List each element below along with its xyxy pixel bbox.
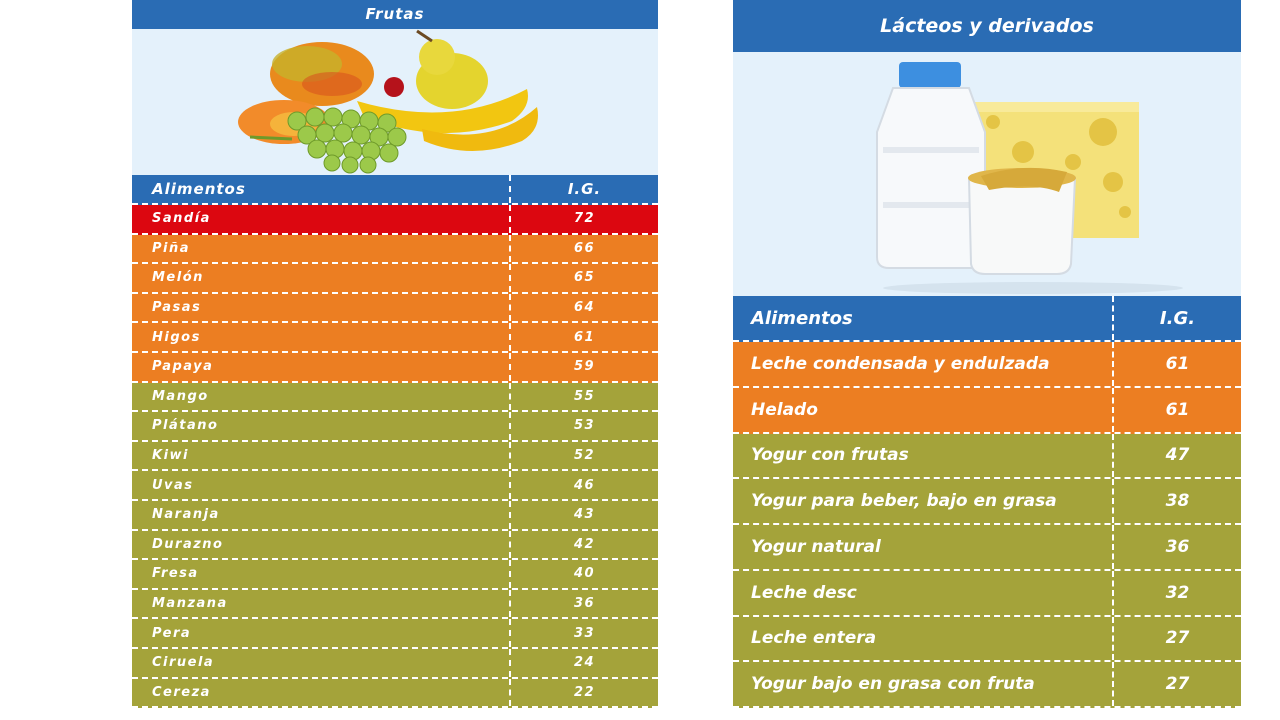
food-name: Yogur natural (733, 525, 1114, 569)
gi-value: 61 (1165, 399, 1190, 420)
gi-value: 59 (573, 359, 596, 375)
gi-value: 36 (1165, 536, 1190, 557)
table-row: Pera 33 (132, 619, 658, 649)
food-name: Yogur con frutas (733, 433, 1114, 478)
food-name: Melón (132, 264, 511, 292)
gi-value: 24 (573, 655, 596, 671)
dairy-illustration (876, 62, 1183, 294)
table-row: Sandía 72 (132, 205, 658, 235)
frutas-table-body: Sandía 72 Piña 66 Melón 65 Pasas 64 Higos 61 Papay… (132, 205, 658, 709)
food-name: Durazno (132, 530, 511, 559)
gi-value: 52 (573, 448, 596, 464)
table-row: Leche desc 32 (733, 570, 1241, 617)
gi-value: 32 (1165, 582, 1190, 603)
food-name: Yogur para beber, bajo en grasa (733, 479, 1114, 523)
lacteos-table-header: Alimentos I.G. (733, 296, 1241, 342)
food-name: Leche entera (733, 616, 1114, 661)
table-row: Durazno 42 (132, 530, 658, 561)
gi-value: 53 (573, 418, 596, 434)
table-row: Uvas 46 (132, 471, 658, 501)
food-name: Yogur bajo en grasa con fruta (733, 662, 1114, 706)
food-name: Ciruela (132, 648, 511, 677)
frutas-table-header: Alimentos I.G. (132, 175, 658, 205)
frutas-title: Frutas (132, 0, 658, 29)
gi-value: 47 (1165, 445, 1190, 466)
table-row: Manzana 36 (132, 589, 658, 620)
food-column-header: Alimentos (733, 296, 1114, 340)
table-row: Pasas 64 (132, 293, 658, 324)
food-name: Mango (132, 382, 511, 411)
table-row: Cereza 22 (132, 678, 658, 709)
table-row: Papaya 59 (132, 352, 658, 383)
food-name: Naranja (132, 500, 511, 529)
food-name: Pera (132, 619, 511, 647)
gi-value: 64 (573, 300, 596, 316)
food-name: Kiwi (132, 441, 511, 470)
table-row: Yogur para beber, bajo en grasa 38 (733, 479, 1241, 525)
lacteos-table-body: Leche condensada y endulzada 61 Helado 61 Yo… (733, 342, 1241, 708)
table-row: Naranja 43 (132, 500, 658, 531)
food-name: Fresa (132, 560, 511, 588)
table-row: Melón 65 (132, 264, 658, 294)
gi-value: 33 (573, 625, 596, 641)
food-column-header: Alimentos (132, 175, 511, 203)
food-name: Leche condensada y endulzada (733, 342, 1114, 386)
food-name: Higos (132, 323, 511, 351)
gi-value: 40 (573, 566, 596, 582)
lacteos-panel: Lácteos y derivados Alimentos I.G. L (733, 0, 1241, 708)
table-row: Yogur con frutas 47 (733, 433, 1241, 480)
gi-value: 72 (573, 211, 596, 227)
food-name: Uvas (132, 471, 511, 499)
frutas-panel: Frutas (132, 0, 658, 709)
table-row: Ciruela 24 (132, 648, 658, 679)
gi-value: 66 (573, 240, 596, 256)
table-row: Leche condensada y endulzada 61 (733, 342, 1241, 388)
gi-value: 61 (1165, 353, 1190, 374)
food-name: Sandía (132, 205, 511, 233)
table-row: Plátano 53 (132, 412, 658, 442)
fruits-image (132, 29, 658, 175)
gi-value: 43 (573, 507, 596, 523)
table-row: Helado 61 (733, 387, 1241, 434)
food-name: Piña (132, 234, 511, 263)
table-row: Kiwi 52 (132, 441, 658, 472)
table-row: Higos 61 (132, 323, 658, 353)
gi-value: 27 (1165, 674, 1190, 695)
dairy-image (733, 52, 1241, 296)
gi-value: 42 (573, 536, 596, 552)
food-name: Cereza (132, 678, 511, 707)
fruit-illustration (238, 29, 538, 174)
food-name: Pasas (132, 293, 511, 322)
lacteos-title: Lácteos y derivados (733, 0, 1241, 52)
gi-value: 46 (573, 477, 596, 493)
food-name: Papaya (132, 352, 511, 381)
gi-column-header: I.G. (1159, 307, 1196, 329)
table-row: Mango 55 (132, 382, 658, 413)
gi-value: 38 (1165, 491, 1190, 512)
gi-value: 65 (573, 270, 596, 286)
table-row: Yogur bajo en grasa con fruta 27 (733, 662, 1241, 708)
gi-value: 55 (573, 388, 596, 404)
gi-value: 36 (573, 596, 596, 612)
gi-column-header: I.G. (567, 180, 602, 198)
gi-value: 27 (1165, 628, 1190, 649)
gi-value: 22 (573, 684, 596, 700)
food-name: Helado (733, 387, 1114, 432)
food-name: Plátano (132, 412, 511, 440)
food-name: Leche desc (733, 570, 1114, 615)
food-name: Manzana (132, 589, 511, 618)
table-row: Yogur natural 36 (733, 525, 1241, 571)
table-row: Fresa 40 (132, 560, 658, 590)
table-row: Piña 66 (132, 234, 658, 265)
table-row: Leche entera 27 (733, 616, 1241, 663)
gi-value: 61 (573, 329, 596, 345)
